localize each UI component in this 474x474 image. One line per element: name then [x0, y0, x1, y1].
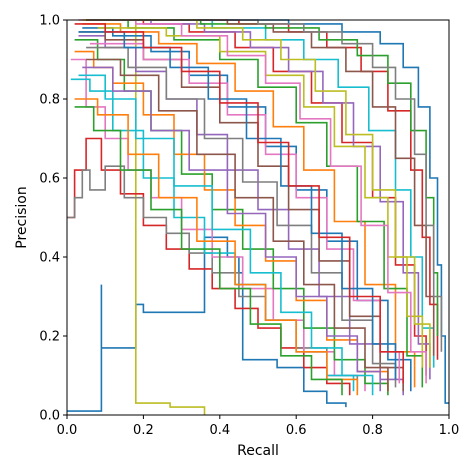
y-axis: 0.0 0.2 0.4 0.6 0.8 1.0 [39, 14, 67, 424]
x-axis-label: Recall [237, 443, 279, 459]
x-axis: 0.0 0.2 0.4 0.6 0.8 1.0 [57, 415, 460, 438]
x-tick-label: 0.4 [209, 423, 230, 438]
series-line-3 [67, 137, 351, 396]
series-line-24 [82, 66, 381, 392]
series-line-13 [86, 19, 424, 388]
series-line-27 [74, 106, 343, 396]
series-line-14 [86, 19, 427, 376]
x-tick-label: 0.6 [286, 423, 307, 438]
x-tick-label: 0.2 [133, 423, 154, 438]
series-line-2 [135, 20, 206, 415]
series-line-15 [89, 19, 431, 380]
series-line-12 [82, 23, 416, 388]
series-line-25 [78, 74, 374, 396]
y-axis-label: Precision [14, 186, 30, 248]
y-tick-label: 0.0 [39, 409, 60, 424]
series-line-31 [82, 19, 431, 368]
series-line-30 [78, 19, 427, 384]
y-tick-label: 0.2 [39, 330, 60, 345]
y-tick-label: 1.0 [39, 14, 60, 29]
series-line-26 [74, 98, 359, 396]
series-line-29 [74, 23, 404, 384]
series-line-18 [93, 19, 449, 404]
y-tick-label: 0.6 [39, 172, 60, 187]
x-tick-label: 0.0 [57, 423, 78, 438]
series-line-7 [74, 39, 389, 396]
plot-frame [66, 19, 450, 416]
y-tick-label: 0.4 [39, 251, 60, 266]
x-tick-label: 0.8 [362, 423, 383, 438]
y-tick-label: 0.8 [39, 93, 60, 108]
series-layer [67, 19, 449, 415]
series-line-33 [89, 19, 443, 352]
series-line-9 [78, 35, 404, 396]
series-line-32 [86, 19, 435, 356]
x-tick-label: 1.0 [439, 423, 460, 438]
series-line-23 [86, 58, 389, 392]
